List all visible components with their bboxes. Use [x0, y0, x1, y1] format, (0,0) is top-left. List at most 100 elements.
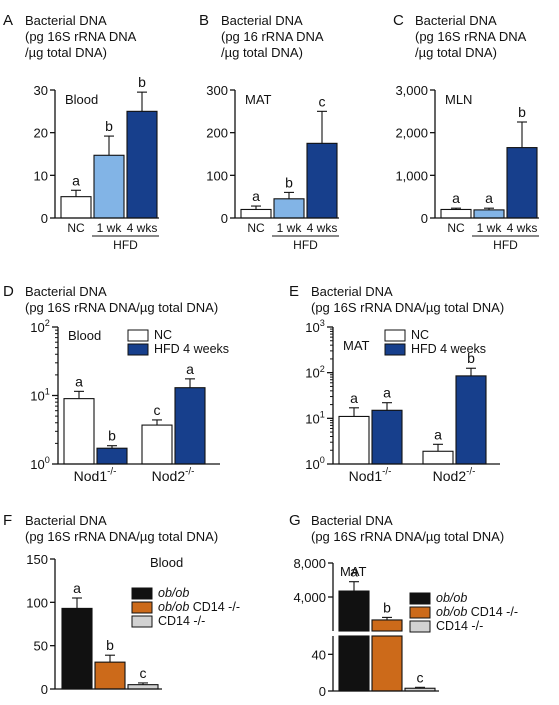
panel-letter-B: B: [199, 12, 209, 29]
y-tick-label-B: 200: [206, 126, 228, 141]
legend-G-2-swatch: [409, 620, 431, 633]
legend-E-1-swatch: [384, 343, 406, 356]
legend-F-1-label: ob/ob CD14 -/-: [158, 600, 240, 614]
sig-letter-D-g1-s0: c: [154, 402, 161, 418]
tissue-label-E: MAT: [343, 338, 370, 353]
x-tick-label-B-1: 1 wk: [277, 221, 303, 235]
y-tick-label-B: 300: [206, 83, 228, 98]
y-tick-label-C: 3,000: [395, 83, 428, 98]
bar-E-g1-s0: [422, 450, 454, 465]
bar-C-2: [506, 147, 538, 219]
y-tick-label-F: 150: [26, 552, 48, 567]
panel-subtitle-A-1: /µg total DNA): [25, 45, 107, 60]
panel-subtitle-C-0: (pg 16S rRNA DNA: [415, 29, 527, 44]
bar-B-2: [306, 142, 338, 219]
bar-E-g0-s1: [371, 409, 403, 465]
panel-title-F: Bacterial DNA: [25, 513, 107, 528]
bar-D-g1-s0: [141, 424, 173, 465]
sig-letter-G-0: a: [350, 564, 358, 580]
sig-letter-G-2: c: [417, 669, 424, 685]
y-tick-label-E: 102: [305, 364, 325, 381]
bar-A-0: [60, 196, 92, 219]
panel-letter-F: F: [3, 512, 12, 529]
y-tick-label-B: 0: [221, 211, 228, 226]
panel-letter-C: C: [393, 12, 404, 29]
legend-E-0-label: NC: [411, 328, 429, 342]
y-tick-label-E: 103: [305, 318, 325, 335]
legend-D-0-swatch: [127, 329, 149, 342]
axis-break-gap-G: [331, 632, 411, 635]
legend-D-0-label: NC: [154, 328, 172, 342]
y-tick-label-C: 0: [421, 211, 428, 226]
legend-F-2-swatch: [131, 615, 153, 628]
sig-letter-C-2: b: [518, 104, 526, 120]
panel-letter-E: E: [289, 283, 299, 300]
legend-D-1-label: HFD 4 weeks: [154, 342, 229, 356]
sig-letter-C-0: a: [452, 190, 460, 206]
sig-letter-F-2: c: [140, 665, 147, 681]
y-tick-label-B: 100: [206, 168, 228, 183]
sig-letter-D-g0-s0: a: [75, 373, 83, 389]
sig-letter-D-g0-s1: b: [108, 428, 116, 444]
y-tick-label-A: 30: [34, 83, 48, 98]
bar-C-1: [473, 209, 505, 219]
bar-A-1: [93, 154, 125, 219]
legend-E-1-label: HFD 4 weeks: [411, 342, 486, 356]
bar-E-g0-s0: [338, 415, 370, 465]
y-tick-label-A: 0: [41, 211, 48, 226]
panel-subtitle-E-0: (pg 16S rRNA DNA/µg total DNA): [311, 300, 504, 315]
legend-G-1-label: ob/ob CD14 -/-: [436, 605, 518, 619]
tissue-label-A: Blood: [65, 92, 98, 107]
y-tick-label-F: 100: [26, 595, 48, 610]
y-tick-label-C: 1,000: [395, 168, 428, 183]
y-tick-label-upper-G: 4,000: [293, 590, 326, 605]
panel-title-B: Bacterial DNA: [221, 13, 303, 28]
x-tick-label-B-0: NC: [247, 221, 265, 235]
panel-subtitle-B-1: /µg total DNA): [221, 45, 303, 60]
panel-title-E: Bacterial DNA: [311, 284, 393, 299]
sig-letter-F-1: b: [106, 637, 114, 653]
y-tick-label-F: 50: [34, 639, 48, 654]
y-tick-label-D: 101: [30, 387, 50, 404]
legend-G-1-swatch: [409, 606, 431, 619]
bar-E-g1-s1: [455, 375, 487, 465]
sig-letter-A-0: a: [72, 172, 80, 188]
legend-F-0-label: ob/ob: [158, 586, 189, 600]
y-tick-label-F: 0: [41, 682, 48, 697]
y-tick-label-E: 101: [305, 409, 325, 426]
bar-B-1: [273, 198, 305, 219]
legend-F-1-swatch: [131, 601, 153, 614]
tissue-label-D: Blood: [68, 328, 101, 343]
x-tick-label-D-0: Nod1-/-: [74, 467, 117, 484]
bar-D-g0-s1: [96, 447, 128, 465]
legend-D-1-swatch: [127, 343, 149, 356]
sig-letter-A-2: b: [138, 74, 146, 90]
sig-letter-B-0: a: [252, 188, 260, 204]
panel-title-G: Bacterial DNA: [311, 513, 393, 528]
x-tick-label-C-2: 4 wks: [507, 221, 538, 235]
panel-subtitle-C-1: /µg total DNA): [415, 45, 497, 60]
x-tick-label-A-1: 1 wk: [97, 221, 123, 235]
x-tick-label-C-1: 1 wk: [477, 221, 503, 235]
panel-letter-D: D: [3, 283, 14, 300]
sig-letter-E-g1-s1: b: [467, 350, 475, 366]
x-tick-label-E-1: Nod2-/-: [433, 467, 476, 484]
bar-D-g0-s0: [63, 398, 95, 465]
y-tick-label-C: 2,000: [395, 126, 428, 141]
x-tick-label-D-1: Nod2-/-: [152, 467, 195, 484]
sig-letter-B-1: b: [285, 174, 293, 190]
y-tick-label-lower-G: 0: [319, 684, 326, 699]
sig-letter-A-1: b: [105, 118, 113, 134]
bar-D-g1-s1: [174, 387, 206, 465]
sig-letter-E-g0-s1: a: [383, 385, 391, 401]
sig-letter-G-1: b: [383, 599, 391, 615]
group-label-A: HFD: [113, 238, 138, 252]
panel-title-D: Bacterial DNA: [25, 284, 107, 299]
panel-title-C: Bacterial DNA: [415, 13, 497, 28]
bar-lower-G-1: [371, 635, 403, 692]
x-tick-label-E-0: Nod1-/-: [349, 467, 392, 484]
tissue-label-G: MAT: [340, 564, 367, 579]
x-tick-label-A-2: 4 wks: [127, 221, 158, 235]
sig-letter-E-g0-s0: a: [350, 390, 358, 406]
bar-F-0: [61, 607, 93, 690]
